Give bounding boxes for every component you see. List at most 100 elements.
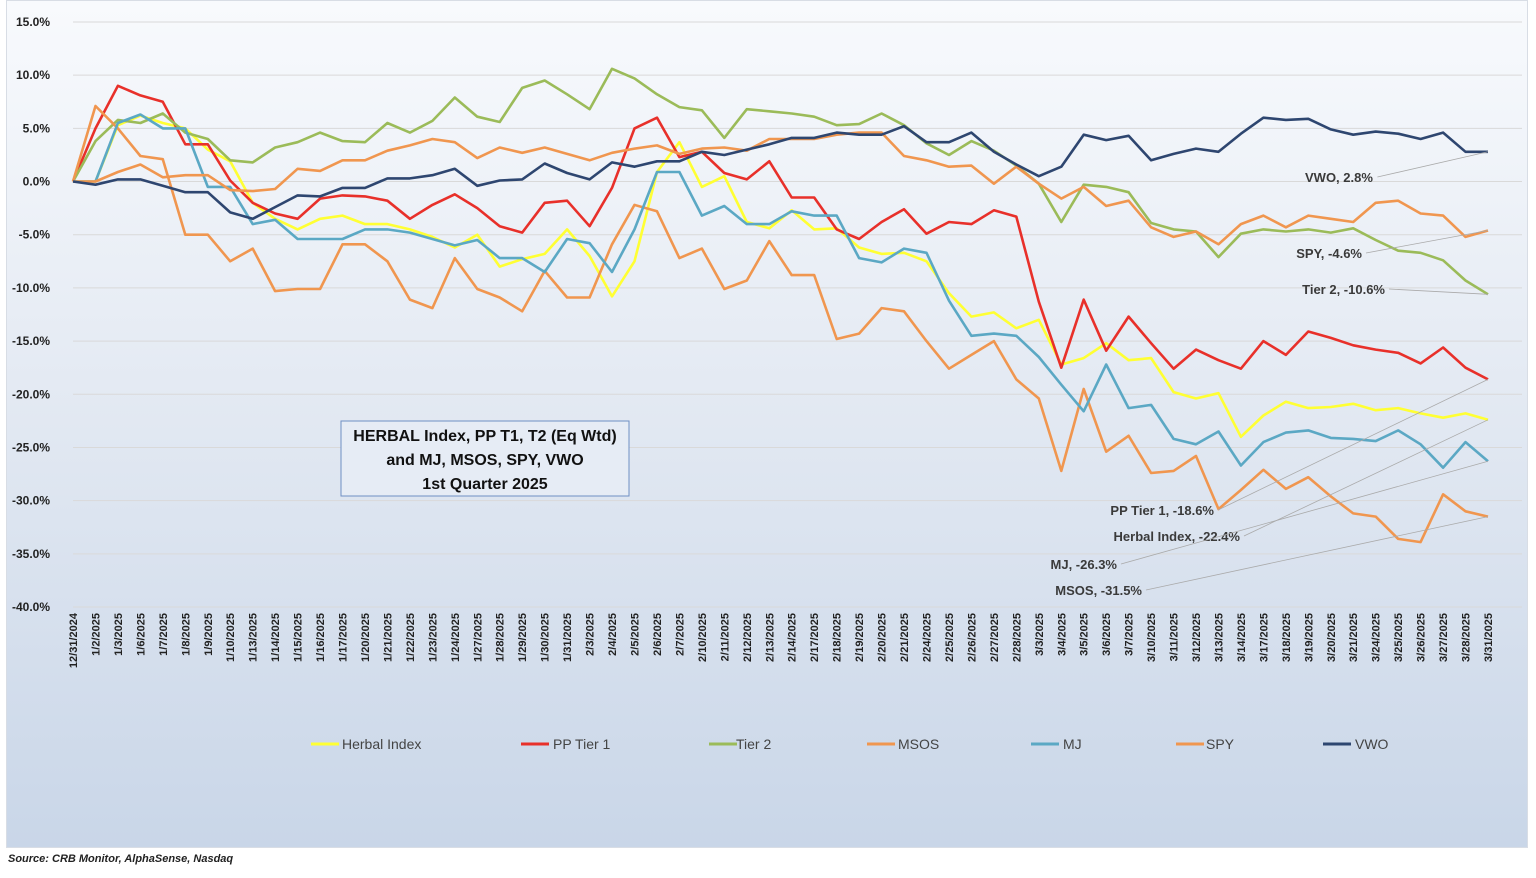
x-tick-label: 3/7/2025 bbox=[1124, 613, 1136, 656]
x-tick-label: 2/24/2025 bbox=[921, 613, 933, 662]
y-tick-label: 5.0% bbox=[23, 121, 51, 135]
source-note: Source: CRB Monitor, AlphaSense, Nasdaq bbox=[8, 853, 234, 865]
y-tick-label: -10.0% bbox=[12, 281, 50, 295]
y-tick-label: -40.0% bbox=[12, 600, 50, 614]
series-line-vwo bbox=[72, 116, 1488, 221]
chart-title: 1st Quarter 2025 bbox=[422, 476, 548, 493]
series-line-msos bbox=[71, 104, 1489, 544]
series-line-herbal-index bbox=[73, 114, 1489, 439]
x-tick-label: 3/6/2025 bbox=[1101, 613, 1113, 656]
x-tick-label: 3/14/2025 bbox=[1236, 613, 1248, 662]
leader-line bbox=[1120, 460, 1489, 565]
data-label: MJ, -26.3% bbox=[1051, 557, 1118, 572]
legend-item: Herbal Index bbox=[311, 736, 421, 752]
x-tick-label: 2/28/2025 bbox=[1011, 613, 1023, 662]
x-tick-label: 2/13/2025 bbox=[764, 613, 776, 662]
x-tick-label: 3/10/2025 bbox=[1146, 613, 1158, 662]
chart-title: and MJ, MSOS, SPY, VWO bbox=[386, 452, 583, 469]
x-tick-label: 3/3/2025 bbox=[1034, 613, 1046, 656]
y-tick-label: -5.0% bbox=[19, 228, 51, 242]
x-tick-label: 1/30/2025 bbox=[540, 613, 552, 662]
title-box bbox=[340, 420, 630, 497]
y-tick-label: 15.0% bbox=[16, 15, 50, 29]
x-tick-label: 1/29/2025 bbox=[517, 613, 529, 662]
data-label: Herbal Index, -22.4% bbox=[1114, 529, 1241, 544]
legend-item: VWO bbox=[1323, 736, 1389, 752]
x-tick-label: 1/16/2025 bbox=[315, 613, 327, 662]
x-tick-label: 2/27/2025 bbox=[989, 613, 1001, 662]
x-tick-label: 1/24/2025 bbox=[450, 613, 462, 662]
legend-label: VWO bbox=[1355, 736, 1389, 752]
x-tick-label: 3/11/2025 bbox=[1169, 613, 1181, 661]
y-tick-label: -30.0% bbox=[12, 494, 50, 508]
x-tick-label: 2/19/2025 bbox=[854, 613, 866, 662]
x-tick-label: 3/21/2025 bbox=[1348, 613, 1360, 662]
x-tick-label: 1/13/2025 bbox=[248, 613, 260, 662]
x-tick-label: 2/17/2025 bbox=[809, 613, 821, 662]
data-label: MSOS, -31.5% bbox=[1055, 583, 1142, 598]
data-label: VWO, 2.8% bbox=[1305, 170, 1373, 185]
series-line-spy bbox=[73, 131, 1489, 246]
x-tick-label: 2/4/2025 bbox=[607, 613, 619, 656]
y-tick-label: -20.0% bbox=[12, 387, 50, 401]
y-tick-label: 10.0% bbox=[16, 68, 50, 82]
y-tick-label: -25.0% bbox=[12, 440, 50, 454]
x-tick-label: 2/10/2025 bbox=[697, 613, 709, 662]
x-tick-label: 3/4/2025 bbox=[1056, 613, 1068, 656]
x-tick-label: 1/3/2025 bbox=[113, 613, 125, 656]
x-tick-label: 3/24/2025 bbox=[1371, 613, 1383, 662]
x-tick-label: 3/18/2025 bbox=[1281, 613, 1293, 662]
legend-label: Tier 2 bbox=[736, 736, 771, 752]
leader-line bbox=[1145, 516, 1489, 591]
leader-line bbox=[1365, 230, 1489, 254]
x-tick-label: 1/7/2025 bbox=[158, 613, 170, 656]
x-tick-label: 3/12/2025 bbox=[1191, 613, 1203, 662]
y-tick-label: 0.0% bbox=[23, 175, 51, 189]
leader-line bbox=[1217, 379, 1489, 511]
x-tick-label: 3/17/2025 bbox=[1258, 613, 1270, 662]
chart-title: HERBAL Index, PP T1, T2 (Eq Wtd) bbox=[353, 428, 616, 445]
x-tick-label: 2/5/2025 bbox=[630, 613, 642, 656]
x-tick-label: 1/14/2025 bbox=[270, 613, 282, 662]
y-tick-label: -15.0% bbox=[12, 334, 50, 348]
line-chart: 15.0% 10.0% 5.0% 0.0% -5.0% -10.0% -15.0% -20.0… bbox=[12, 15, 1522, 752]
legend-label: SPY bbox=[1206, 736, 1235, 752]
legend-label: Herbal Index bbox=[342, 736, 421, 752]
x-tick-label: 1/17/2025 bbox=[338, 613, 350, 662]
data-label: Tier 2, -10.6% bbox=[1302, 282, 1385, 297]
leader-line bbox=[1388, 288, 1489, 295]
x-tick-label: 1/8/2025 bbox=[180, 613, 192, 656]
x-tick-label: 2/6/2025 bbox=[652, 613, 664, 656]
series-line-pp-tier-1 bbox=[71, 84, 1489, 381]
x-tick-label: 1/21/2025 bbox=[382, 613, 394, 662]
x-tick-label: 3/31/2025 bbox=[1483, 613, 1495, 662]
legend-label: PP Tier 1 bbox=[553, 736, 611, 752]
series-line-tier-2 bbox=[71, 67, 1489, 296]
x-tick-label: 1/9/2025 bbox=[203, 613, 215, 656]
legend-item: SPY bbox=[1176, 736, 1235, 752]
x-tick-label: 3/27/2025 bbox=[1438, 613, 1450, 662]
x-tick-label: 3/13/2025 bbox=[1213, 613, 1225, 662]
x-tick-label: 3/19/2025 bbox=[1303, 613, 1315, 662]
x-tick-label: 1/20/2025 bbox=[360, 613, 372, 662]
x-tick-label: 1/22/2025 bbox=[405, 613, 417, 662]
x-tick-label: 3/20/2025 bbox=[1326, 613, 1338, 662]
y-tick-label: -35.0% bbox=[12, 547, 50, 561]
x-tick-label: 2/7/2025 bbox=[674, 613, 686, 656]
data-label: SPY, -4.6% bbox=[1296, 246, 1362, 261]
x-tick-label: 2/12/2025 bbox=[742, 613, 754, 662]
x-tick-label: 1/15/2025 bbox=[293, 613, 305, 662]
x-tick-label: 2/25/2025 bbox=[944, 613, 956, 662]
x-tick-label: 2/14/2025 bbox=[787, 613, 799, 662]
x-tick-label: 2/26/2025 bbox=[966, 613, 978, 662]
x-tick-label: 2/20/2025 bbox=[877, 613, 889, 662]
legend-item: Tier 2 bbox=[709, 736, 771, 752]
series-line-mj bbox=[73, 113, 1489, 469]
x-tick-label: 3/28/2025 bbox=[1461, 613, 1473, 662]
leader-line bbox=[1243, 419, 1489, 537]
data-label: PP Tier 1, -18.6% bbox=[1110, 503, 1214, 518]
x-tick-label: 2/11/2025 bbox=[719, 613, 731, 661]
x-tick-label: 1/31/2025 bbox=[562, 613, 574, 662]
x-tick-label: 2/21/2025 bbox=[899, 613, 911, 662]
x-tick-label: 3/25/2025 bbox=[1393, 613, 1405, 662]
